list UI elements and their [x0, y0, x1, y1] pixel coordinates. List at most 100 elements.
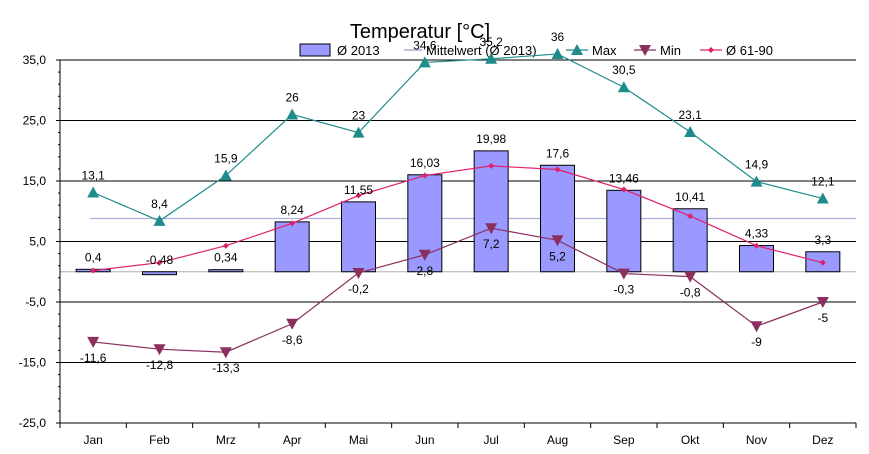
legend: Ø 2013 Mittelwert (Ø 2013) Max Min Ø 61-90	[299, 43, 773, 58]
series-line-min-marker	[87, 336, 100, 348]
min-data-label: -0,3	[613, 283, 634, 297]
bar-data-label: 17,6	[546, 146, 570, 160]
legend-marker	[639, 45, 651, 56]
series-line-avg6190-marker	[819, 259, 826, 266]
max-data-label: 12,1	[811, 175, 835, 189]
series-line-max-marker	[617, 81, 630, 93]
legend-label: Min	[660, 43, 681, 58]
min-data-label: -9	[751, 335, 762, 349]
bar	[473, 150, 509, 273]
series-line-avg6190-marker	[620, 186, 627, 193]
series-line-min-marker	[219, 347, 232, 359]
min-data-label: -13,3	[212, 361, 240, 375]
legend-marker	[708, 47, 714, 53]
bar-data-label: 10,41	[675, 190, 705, 204]
series-line-avg6190-marker	[90, 267, 97, 274]
series-line-max-marker	[286, 108, 299, 120]
y-tick-label: 15,0	[23, 174, 47, 188]
min-data-label: -11,6	[80, 351, 107, 365]
bar	[672, 208, 708, 273]
series-line-min-marker	[286, 318, 299, 330]
series-line-avg6190-marker	[687, 213, 694, 220]
x-tick-label: Jun	[415, 433, 434, 447]
bar-data-label: 0,34	[214, 251, 238, 265]
min-data-label: -8,6	[282, 333, 303, 347]
bar-data-label: 0,4	[85, 250, 102, 264]
legend-marker	[571, 44, 583, 55]
bar-data-label: 8,24	[280, 203, 304, 217]
x-tick-label: Jan	[83, 433, 102, 447]
bar-data-label: 13,46	[609, 171, 639, 185]
y-tick-label: 5,0	[29, 235, 46, 249]
series-line-min-marker	[816, 297, 829, 308]
legend-label: Ø 61-90	[726, 43, 773, 58]
series-line-min	[93, 227, 824, 353]
y-tick-label: -25,0	[19, 416, 47, 430]
legend-swatch-bar	[299, 43, 331, 57]
x-tick-label: Aug	[547, 433, 568, 447]
bar	[341, 201, 376, 273]
series-line-max-marker	[153, 214, 166, 226]
series-line-min-marker	[352, 267, 365, 279]
x-tick-label: Jul	[483, 433, 498, 447]
bar-data-label: 4,33	[745, 227, 769, 241]
legend-label: Ø 2013	[337, 43, 380, 58]
series-line-min-marker	[153, 344, 166, 356]
y-tick-label: -5,0	[25, 295, 46, 309]
series-line-min-marker	[750, 321, 763, 333]
legend-label: Max	[592, 43, 617, 58]
series-line-max-marker	[551, 47, 564, 59]
y-tick-label: 35,0	[23, 53, 47, 67]
max-data-label: 15,9	[214, 152, 238, 166]
series-line-max-marker	[352, 126, 365, 138]
series-line-avg6190-marker	[421, 172, 428, 179]
max-data-label: 36	[551, 30, 565, 44]
max-data-label: 35,2	[479, 35, 503, 49]
max-data-label: 23	[352, 109, 366, 123]
series-line-max-marker	[485, 52, 498, 64]
bar	[540, 164, 575, 273]
min-data-label: -5	[817, 311, 828, 325]
x-tick-label: Mrz	[216, 433, 236, 447]
series-line-min-marker	[617, 268, 630, 280]
bar-data-label: 16,03	[410, 156, 440, 170]
series-line-avg6190-marker	[554, 166, 561, 173]
bar	[142, 271, 177, 276]
max-data-label: 34,6	[413, 38, 437, 52]
chart-title: Temperatur [°C]	[350, 21, 490, 43]
x-tick-label: Mai	[349, 433, 368, 447]
max-data-label: 14,9	[745, 158, 769, 172]
bar	[739, 245, 774, 273]
x-tick-label: Dez	[812, 433, 833, 447]
x-tick-label: Sep	[613, 433, 635, 447]
series-line-min-marker	[418, 249, 431, 261]
bar-data-label: 19,98	[476, 132, 506, 146]
bar	[606, 189, 642, 273]
series-line-max-marker	[219, 169, 232, 181]
y-tick-label: 25,0	[23, 114, 47, 128]
legend-label: Mittelwert (Ø 2013)	[426, 43, 537, 58]
series-line-avg6190-marker	[488, 162, 495, 169]
series-line-min-marker	[684, 271, 697, 283]
max-data-label: 8,4	[151, 197, 168, 211]
bar	[274, 221, 310, 273]
x-tick-label: Okt	[681, 433, 700, 447]
bar	[208, 269, 244, 273]
min-data-label: -12,8	[146, 358, 174, 372]
max-data-label: 30,5	[612, 63, 636, 77]
series-line-min-marker	[551, 235, 564, 247]
x-tick-label: Feb	[149, 433, 170, 447]
x-tick-label: Nov	[746, 433, 767, 447]
y-tick-label: -15,0	[19, 356, 47, 370]
series-line-min-marker	[485, 223, 498, 235]
series-line-max-marker	[750, 175, 763, 187]
series-line-max-marker	[87, 186, 100, 198]
plot-area: 35,0 25,0 15,0 5,0 -5,0 -15,0 -25,0 Jan Feb Mrz Ap…	[19, 30, 857, 447]
series-line-avg6190	[93, 165, 823, 272]
max-data-label: 13,1	[81, 168, 105, 182]
min-data-label: -0,2	[348, 282, 369, 296]
series-line-max-marker	[418, 56, 431, 68]
bar-data-label: 3,3	[814, 233, 831, 247]
